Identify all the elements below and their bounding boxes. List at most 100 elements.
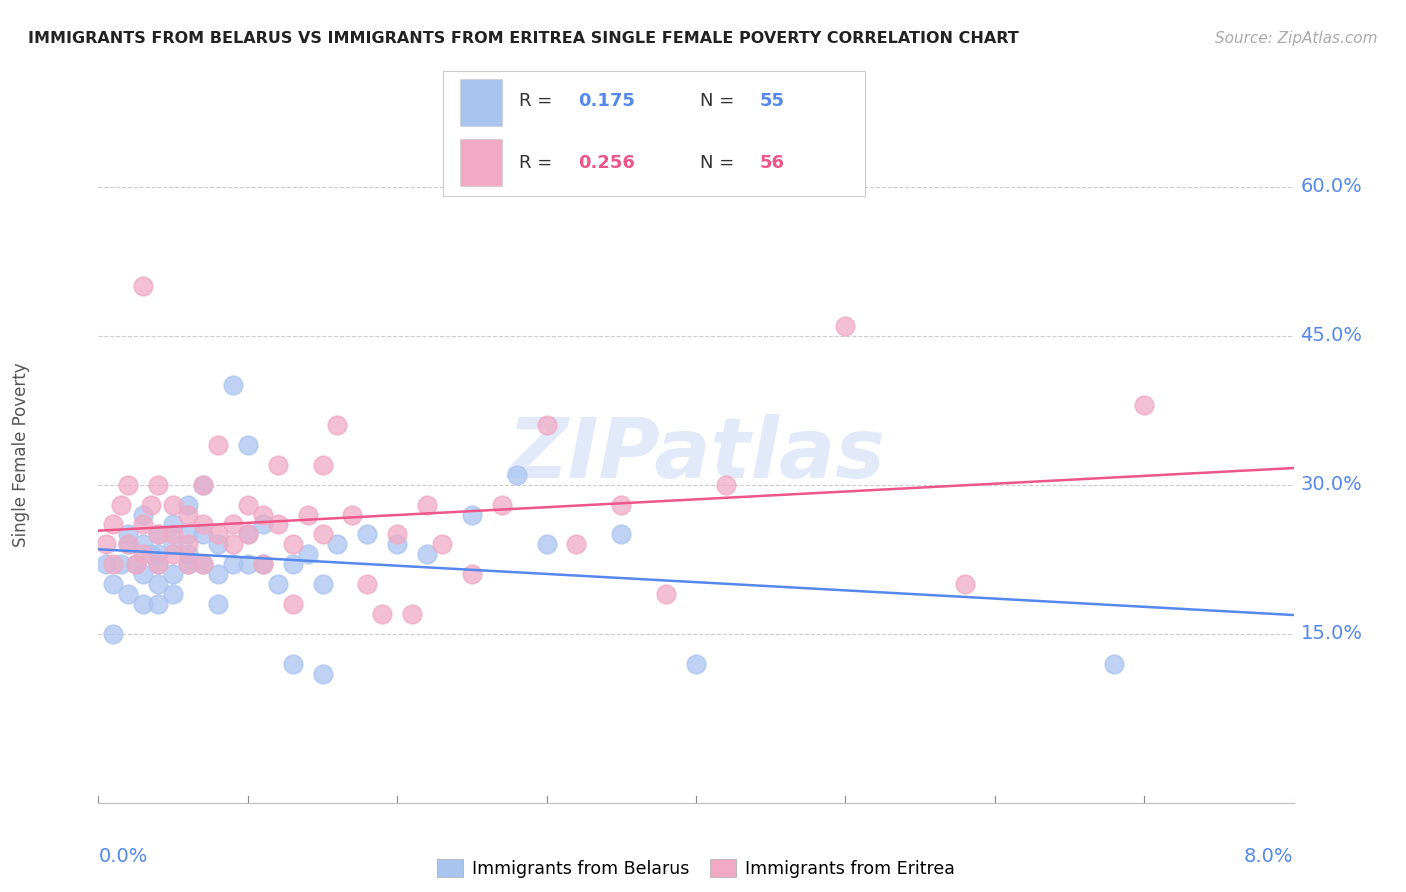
Point: [371, 607, 394, 621]
Bar: [460, 139, 502, 186]
Point: [326, 418, 349, 433]
Point: [148, 527, 170, 541]
Text: R =: R =: [519, 93, 558, 111]
Point: [177, 537, 200, 551]
Point: [311, 527, 333, 541]
Point: [191, 558, 214, 572]
Point: [207, 567, 229, 582]
Point: [207, 527, 229, 541]
Point: [222, 537, 245, 551]
Point: [148, 558, 170, 572]
Point: [103, 627, 125, 641]
Point: [117, 537, 139, 551]
Text: 60.0%: 60.0%: [1301, 177, 1362, 196]
Point: [281, 597, 304, 611]
Point: [281, 537, 304, 551]
Point: [311, 577, 333, 591]
Point: [148, 527, 170, 541]
Point: [132, 567, 155, 582]
Point: [177, 558, 200, 572]
Point: [222, 517, 245, 532]
Text: 15.0%: 15.0%: [1301, 624, 1362, 643]
Point: [416, 547, 439, 561]
Point: [191, 527, 214, 541]
Point: [252, 558, 274, 572]
Point: [236, 527, 259, 541]
Point: [162, 567, 184, 582]
Point: [191, 477, 214, 491]
Point: [953, 577, 976, 591]
Point: [117, 587, 139, 601]
Point: [356, 527, 378, 541]
Point: [139, 547, 162, 561]
Point: [252, 558, 274, 572]
Text: 8.0%: 8.0%: [1244, 847, 1294, 866]
Point: [416, 498, 439, 512]
Point: [125, 558, 148, 572]
Text: ZIPatlas: ZIPatlas: [508, 415, 884, 495]
Text: 0.175: 0.175: [578, 93, 634, 111]
Point: [94, 558, 117, 572]
Point: [252, 508, 274, 522]
Point: [117, 527, 139, 541]
Point: [162, 537, 184, 551]
Point: [685, 657, 707, 671]
Point: [297, 508, 319, 522]
Point: [385, 537, 409, 551]
Text: R =: R =: [519, 153, 558, 171]
Point: [222, 558, 245, 572]
Point: [222, 378, 245, 392]
Point: [117, 537, 139, 551]
Text: N =: N =: [700, 153, 740, 171]
Point: [177, 498, 200, 512]
Point: [236, 558, 259, 572]
Point: [162, 517, 184, 532]
Text: 30.0%: 30.0%: [1301, 475, 1362, 494]
Point: [236, 527, 259, 541]
Point: [132, 508, 155, 522]
Point: [714, 477, 737, 491]
Point: [281, 657, 304, 671]
Text: 0.256: 0.256: [578, 153, 634, 171]
Point: [162, 527, 184, 541]
Point: [162, 547, 184, 561]
Point: [1102, 657, 1125, 671]
Point: [132, 597, 155, 611]
Point: [148, 597, 170, 611]
Point: [267, 458, 290, 472]
Point: [148, 477, 170, 491]
Point: [148, 558, 170, 572]
Text: 55: 55: [759, 93, 785, 111]
Point: [177, 547, 200, 561]
Point: [610, 498, 633, 512]
Point: [139, 498, 162, 512]
Point: [311, 666, 333, 681]
Text: 45.0%: 45.0%: [1301, 326, 1362, 345]
Bar: [460, 78, 502, 127]
Point: [252, 517, 274, 532]
Point: [236, 498, 259, 512]
Point: [125, 558, 148, 572]
Point: [162, 498, 184, 512]
Point: [207, 537, 229, 551]
Point: [132, 517, 155, 532]
Point: [430, 537, 453, 551]
Point: [191, 558, 214, 572]
Point: [177, 558, 200, 572]
Point: [610, 527, 633, 541]
Text: 56: 56: [759, 153, 785, 171]
Point: [110, 498, 132, 512]
Point: [655, 587, 678, 601]
Point: [191, 517, 214, 532]
Point: [191, 477, 214, 491]
Point: [311, 458, 333, 472]
Point: [148, 547, 170, 561]
Point: [132, 547, 155, 561]
Point: [177, 508, 200, 522]
Point: [461, 508, 484, 522]
Point: [326, 537, 349, 551]
Point: [94, 537, 117, 551]
Point: [207, 597, 229, 611]
Point: [356, 577, 378, 591]
Point: [491, 498, 513, 512]
